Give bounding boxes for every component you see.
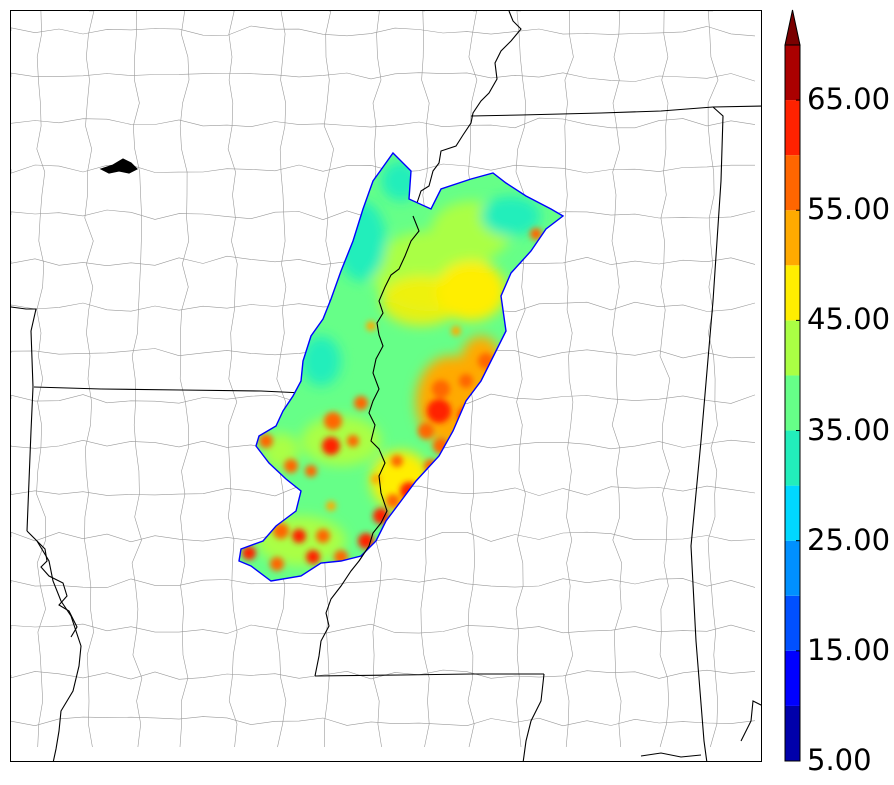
county-line [11, 25, 756, 37]
county-line [11, 117, 756, 129]
county-line [659, 11, 671, 748]
county-line [84, 11, 95, 748]
colorbar-tick-label: 5.00 [807, 743, 872, 777]
colorbar-tick-label: 25.00 [807, 522, 891, 557]
county-line [11, 531, 756, 543]
precip-field-outline [238, 151, 565, 582]
county-line [36, 11, 47, 748]
colorbar-segment [785, 650, 800, 706]
county-line [707, 11, 719, 748]
colorbar-segment [785, 375, 800, 431]
colorbar-tick-label: 35.00 [807, 412, 891, 447]
colorbar-segment [785, 265, 800, 321]
river-overlay [358, 215, 420, 562]
colorbar-segment [785, 595, 800, 651]
county-line [11, 669, 756, 680]
colorbar-tick-label: 55.00 [807, 192, 891, 227]
colorbar-segment [785, 540, 800, 596]
county-line [611, 11, 623, 748]
county-line [11, 623, 756, 635]
county-line [11, 72, 756, 82]
county-line [227, 11, 238, 748]
colorbar-tick-label: 45.00 [807, 302, 891, 337]
county-line [515, 11, 527, 748]
colorbar-segment [785, 45, 800, 101]
colorbar-segment [785, 705, 800, 761]
colorbar-tick-label: 65.00 [807, 82, 891, 117]
colorbar-bar [784, 9, 801, 762]
colorbar-segment [785, 485, 800, 541]
colorbar: 5.00 15.00 25.00 35.00 45.00 55.00 65.00 [775, 0, 894, 785]
colorbar-segment [785, 155, 800, 211]
colorbar-extend-arrow [784, 9, 801, 46]
colorbar-segment [785, 320, 800, 376]
colorbar-segment [785, 430, 800, 486]
colorbar-frame [784, 44, 801, 762]
colorbar-segment [785, 100, 800, 156]
county-line [131, 11, 143, 748]
county-line [11, 716, 756, 727]
map-canvas [11, 11, 761, 761]
colorbar-segment [785, 210, 800, 266]
map-panel [10, 10, 762, 762]
county-line [276, 11, 287, 748]
county-line [11, 577, 756, 588]
precip-field [239, 153, 563, 581]
county-line [179, 11, 190, 748]
county-line [564, 11, 574, 748]
colorbar-tick-label: 15.00 [807, 632, 891, 667]
